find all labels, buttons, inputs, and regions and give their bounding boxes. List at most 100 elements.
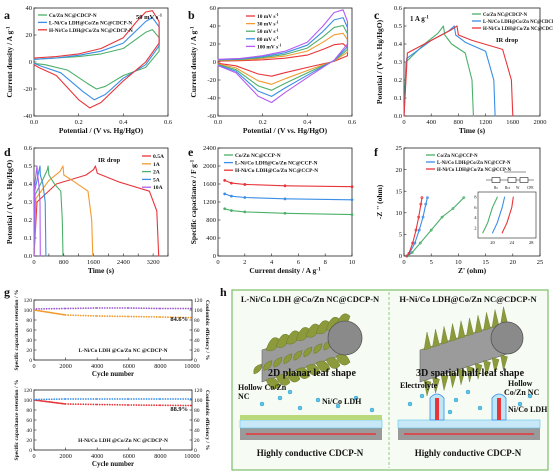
retention-point-g: [172, 316, 174, 319]
x-tick-label-f: 20: [510, 259, 517, 266]
nyquist-point-f: [429, 228, 433, 232]
x-tick-label-e: 8: [324, 259, 327, 266]
legend-entry-c: H-Ni/Co LDH@Co/Zn NC@CDCP-N: [483, 27, 553, 32]
retention-point-g: [111, 315, 114, 318]
retention-point-g: [143, 404, 145, 407]
y-axis-label-left-g: Specific capacitance retention / %: [14, 379, 20, 460]
ion-dot-right: [407, 401, 413, 407]
efficiency-point-g: [143, 398, 145, 400]
retention-point-g: [72, 314, 75, 317]
legend-entry-b-sup: -1: [275, 36, 278, 40]
ion-dot-right: [453, 397, 459, 403]
efficiency-point-g: [48, 307, 51, 310]
efficiency-point-g: [72, 307, 75, 310]
x-tick-label-d: 0: [32, 259, 35, 266]
retention-point-g: [79, 314, 82, 317]
efficiency-point-g: [108, 398, 111, 400]
right-y-tick-label-g: 80: [194, 408, 200, 414]
half-leaf-bottom: [423, 379, 432, 397]
chart-c: 0 400 800 1200 1600 2000 0.0 0.1 0.2 0.3 0.4 0.5 0.6…: [375, 5, 553, 135]
efficiency-point-g: [164, 307, 167, 310]
ir-drop-label-d: IR drop: [98, 157, 120, 164]
x-tick-label-d: 800: [59, 259, 69, 266]
retention-point-g: [82, 314, 85, 317]
inset-x-tick-label-f: 24: [510, 240, 515, 245]
retention-point-g: [140, 315, 143, 318]
x-tick-label-g: 4000: [91, 363, 103, 370]
legend-entry-c: Co/Zn NC@CDCP-N: [483, 13, 528, 18]
efficiency-point-g: [113, 398, 116, 400]
half-leaf-top: [432, 329, 440, 348]
left-cross-section: Hollow Co/Zn NC Ni/Co LDH Highly conduct…: [238, 383, 383, 458]
rate-point-e: [283, 211, 287, 215]
y-tick-label-c: 0.2: [394, 77, 402, 84]
x-tick-label-a: 0.2: [75, 119, 83, 126]
right-nc-layer: [397, 419, 541, 429]
y-tick-label-c: 0.6: [394, 5, 403, 12]
efficiency-point-g: [79, 307, 82, 310]
retention-point-g: [87, 403, 90, 406]
efficiency-point-g: [92, 398, 95, 400]
y-tick-label-g: 20: [26, 348, 32, 354]
y-tick-label-d: 0.2: [24, 217, 32, 224]
y-tick-label-g: 40: [26, 338, 32, 344]
retention-point-g: [130, 404, 133, 406]
chart-a: 0.0 0.2 0.4 0.6 -40 -20 0 20 40 Potential / (V vs…: [5, 5, 173, 135]
inset-curve-f: [501, 196, 514, 234]
leaf-side: [303, 346, 313, 358]
x-tick-label-b: 0.4: [303, 119, 312, 126]
retention-point-g: [182, 316, 185, 319]
inset-frame-f: [477, 191, 537, 239]
half-leaf-bottom: [491, 357, 500, 374]
y-axis-label-right-g: Coulombic efficiency / %: [204, 300, 210, 361]
nyquist-point-f: [405, 254, 409, 258]
left-label-nc: NC: [238, 392, 250, 401]
retention-point-g: [145, 404, 148, 407]
y-tick-label-g: 0: [29, 358, 32, 364]
efficiency-point-g: [74, 307, 77, 310]
inset-curve-f: [491, 196, 506, 234]
panel-label-a: a: [4, 8, 10, 22]
right-y-tick-label-g: 100: [194, 398, 203, 404]
efficiency-point-g: [108, 307, 111, 309]
retention-point-g: [77, 403, 80, 406]
retention-point-g: [155, 316, 158, 318]
half-leaf-top: [423, 331, 432, 351]
x-tick-label-b: 0.0: [214, 119, 222, 126]
y-tick-label-f: 0: [399, 253, 402, 260]
efficiency-point-g: [113, 307, 116, 309]
retention-point-g: [84, 403, 87, 406]
retention-point-g: [113, 315, 116, 318]
efficiency-point-g: [184, 307, 187, 310]
y-tick-label-g: 60: [26, 418, 32, 424]
cv-curve-a: [33, 29, 160, 90]
y-tick-label-b: 20: [210, 41, 217, 48]
x-tick-label-g: 8000: [154, 453, 166, 460]
x-tick-label-g: 4000: [91, 453, 103, 460]
y-tick-label-e: 1600: [203, 181, 216, 188]
efficiency-point-g: [58, 307, 61, 310]
nyquist-point-f: [414, 228, 418, 232]
retention-point-g: [111, 403, 114, 406]
efficiency-point-g: [124, 398, 126, 400]
y-axis-label-a: Current density / A g-1: [5, 26, 14, 98]
half-leaf-bottom: [500, 354, 508, 371]
panel-label-d: d: [4, 145, 11, 159]
x-tick-label-e: 2: [243, 259, 246, 266]
retention-point-g: [124, 404, 126, 406]
legend-entry-d: 5A: [153, 177, 160, 183]
x-tick-label-a: 0.4: [119, 119, 128, 126]
efficiency-point-g: [172, 307, 174, 310]
inset-y-tick-label-f: 2: [474, 225, 477, 230]
retention-point-g: [92, 314, 95, 317]
y-tick-label-g: 100: [24, 398, 33, 404]
efficiency-point-g: [111, 307, 114, 309]
half-leaf-bottom: [474, 362, 483, 380]
retention-point-g: [74, 403, 77, 406]
retention-point-g: [89, 314, 92, 317]
x-tick-label-f: 5: [430, 259, 433, 266]
efficiency-point-g: [121, 307, 124, 309]
efficiency-point-g: [119, 398, 121, 400]
x-tick-label-c: 2000: [534, 119, 547, 126]
